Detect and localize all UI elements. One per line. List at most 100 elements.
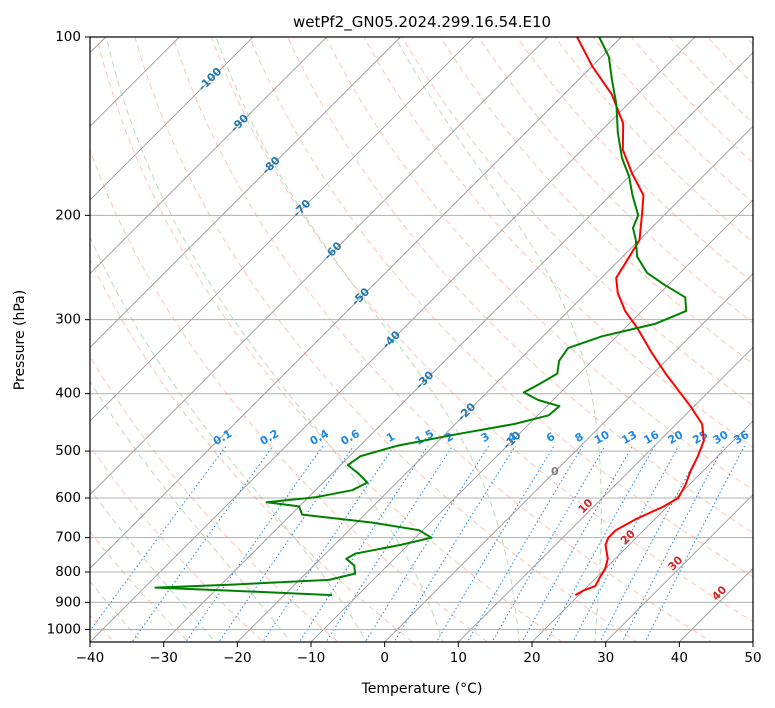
- isotherm-line: [90, 37, 622, 569]
- mixing-ratio-label: 25: [690, 428, 710, 447]
- isotherm-label: 30: [665, 553, 685, 573]
- mixing-ratio-line: [298, 445, 429, 642]
- mixing-ratio-line: [325, 445, 454, 642]
- moist-adiabat-line: [394, 37, 602, 642]
- y-tick-label: 100: [55, 29, 81, 45]
- mixing-ratio-line: [521, 445, 633, 642]
- dry-adiabat-line: [90, 445, 265, 642]
- chart-title: wetPf2_GN05.2024.299.16.54.E10: [293, 13, 551, 32]
- x-tick-label: −20: [223, 650, 252, 666]
- mixing-ratio-line: [644, 445, 746, 642]
- dry-adiabat-line: [287, 37, 753, 534]
- isotherm-line: [90, 37, 254, 201]
- dry-adiabat-line: [248, 37, 753, 578]
- isotherm-label: 20: [618, 527, 638, 547]
- plot-frame: [89, 36, 754, 643]
- isotherm-line: [90, 37, 401, 348]
- moist-adiabat-line: [90, 235, 367, 642]
- x-tick-label: −10: [297, 650, 326, 666]
- dry-adiabat-line: [96, 37, 564, 642]
- dry-adiabat-line: [592, 37, 753, 203]
- dry-adiabat-line: [172, 37, 713, 642]
- x-tick-label: 30: [597, 650, 614, 666]
- x-tick-label: 50: [744, 650, 761, 666]
- dry-adiabat-line: [516, 37, 753, 284]
- isotherm-label: 0: [551, 465, 559, 478]
- background-lines: [0, 10, 775, 654]
- y-tick-label: 900: [55, 594, 81, 610]
- mixing-ratio-line: [491, 445, 606, 642]
- y-tick-label: 500: [55, 443, 81, 459]
- isotherm-label: -20: [455, 400, 478, 423]
- x-tick-label: 0: [380, 650, 389, 666]
- isotherm-line: [310, 199, 753, 642]
- isotherm-line: [752, 641, 753, 642]
- isotherm-line: [90, 37, 549, 496]
- mixing-ratio-label: 0.1: [211, 427, 234, 448]
- dry-adiabat-line: [90, 148, 489, 642]
- dry-adiabat-line: [758, 11, 775, 654]
- x-tick-label: 40: [671, 650, 688, 666]
- isotherm-label: -50: [349, 285, 372, 308]
- y-tick-label: 200: [55, 207, 81, 223]
- moist-adiabat-line: [215, 37, 520, 642]
- mixing-ratio-label: 0.4: [308, 427, 332, 448]
- isotherm-line: [605, 494, 753, 642]
- y-tick-label: 1000: [47, 621, 81, 637]
- y-tick-label: 600: [55, 490, 81, 506]
- mixing-ratio-line: [393, 445, 516, 642]
- isotherm-label: -40: [380, 328, 403, 351]
- isotherm-line: [531, 420, 753, 642]
- dry-adiabat-line: [325, 37, 753, 491]
- dry-adiabat-line: [745, 37, 753, 46]
- axes: −40 −30 −20 −10 0 10 20 30 40 5010020030040050060…: [47, 29, 762, 666]
- mixing-ratio-label: 20: [666, 428, 686, 447]
- x-tick-label: −30: [149, 650, 178, 666]
- y-tick-label: 400: [55, 386, 81, 402]
- y-tick-label: 800: [55, 564, 81, 580]
- y-axis-label: Pressure (hPa): [12, 290, 28, 390]
- isotherm-label: -80: [260, 154, 283, 177]
- dry-adiabat-line: [90, 258, 414, 642]
- mixing-ratio-label: 1.5: [413, 427, 436, 448]
- temperature-profile-line: [574, 37, 705, 596]
- mixing-ratio-line: [466, 445, 584, 642]
- sounding-profiles: [154, 37, 705, 597]
- mixing-ratio-line: [262, 445, 395, 642]
- isotherm-line: [90, 37, 180, 127]
- isotherm-line: [90, 37, 696, 642]
- line-labels: -100-90-80-70-60-50-40-30-20-10010203040…: [196, 65, 752, 604]
- x-tick-label: 20: [523, 650, 540, 666]
- mixing-ratio-label: 0.6: [338, 427, 362, 448]
- dry-adiabat-line: [210, 37, 753, 623]
- isotherm-label: -30: [413, 368, 436, 391]
- dry-adiabat-line: [363, 37, 753, 448]
- isotherm-label: 10: [576, 496, 596, 516]
- isotherm-label: -60: [321, 239, 344, 262]
- isotherm-line: [384, 273, 753, 642]
- x-axis-label: Temperature (°C): [361, 681, 483, 697]
- isotherm-label: 40: [709, 583, 729, 603]
- mixing-ratio-label: 16: [641, 428, 661, 447]
- dry-adiabat-line: [401, 37, 753, 407]
- mixing-ratio-label: 10: [592, 428, 612, 447]
- moist-adiabat-line: [90, 580, 142, 642]
- isotherm-line: [457, 346, 753, 642]
- moist-adiabat-line: [90, 380, 291, 642]
- moist-adiabat-line: [105, 37, 444, 642]
- isotherm-line: [90, 37, 328, 275]
- x-tick-label: −40: [76, 650, 105, 666]
- mixing-ratio-label: 30: [711, 428, 731, 447]
- dry-adiabat-line: [630, 37, 753, 164]
- mixing-ratio-label: 13: [619, 428, 639, 447]
- y-tick-label: 300: [55, 312, 81, 328]
- mixing-ratio-label: 3: [479, 430, 492, 445]
- mixing-ratio-label: 1: [384, 430, 397, 445]
- y-tick-label: 700: [55, 530, 81, 546]
- mixing-ratio-label: 0.2: [258, 427, 281, 448]
- dewpoint-profile-line: [154, 37, 688, 597]
- isotherm-line: [236, 125, 753, 642]
- isotherm-line: [678, 567, 753, 642]
- isotherm-line: [0, 10, 59, 654]
